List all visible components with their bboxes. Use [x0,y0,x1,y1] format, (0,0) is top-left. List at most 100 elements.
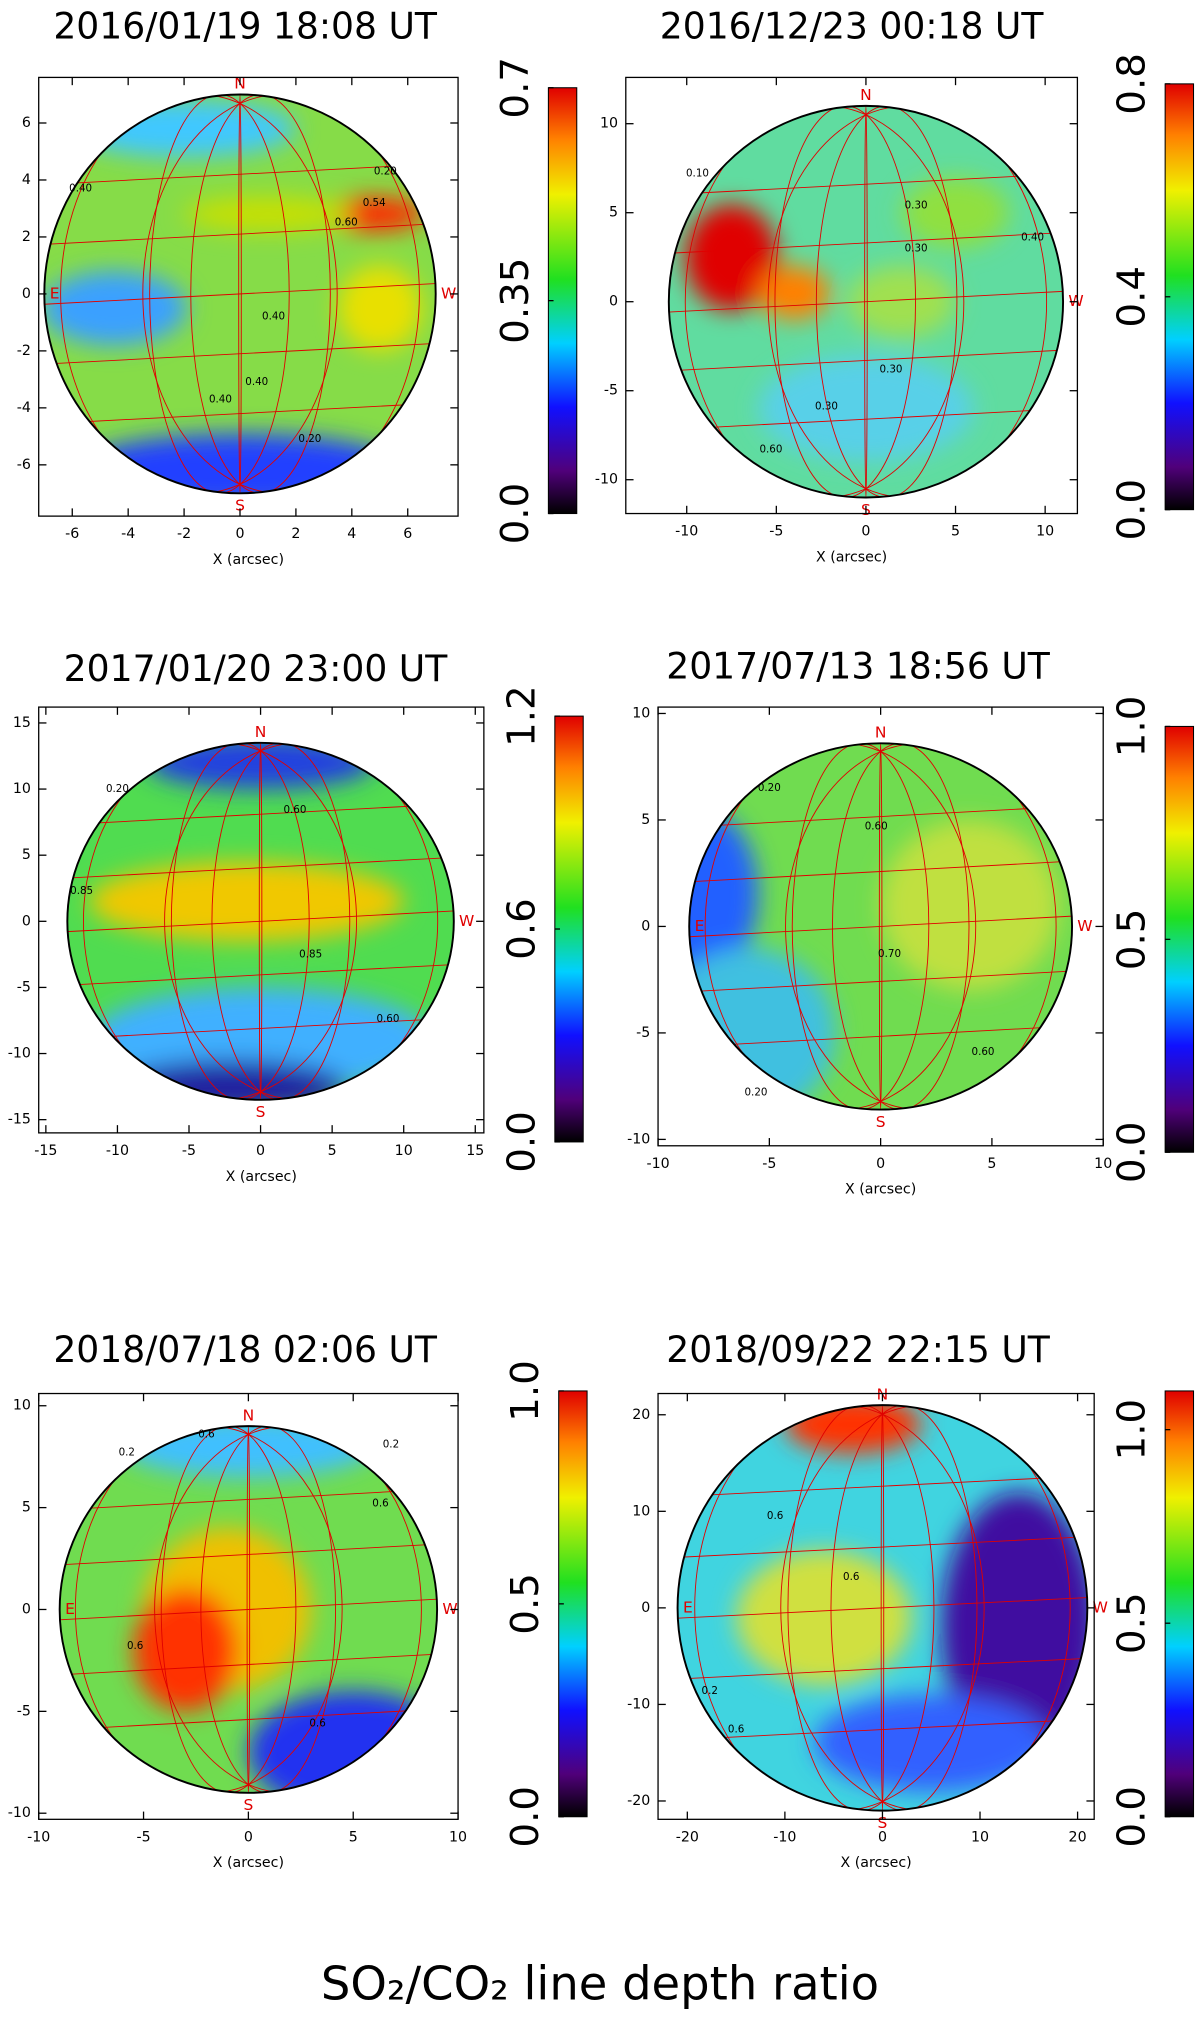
limb-label: S [878,1814,888,1832]
x-tick-label: -5 [769,524,783,540]
map-region [814,1694,1049,1792]
y-tick-label: 0 [641,1600,650,1616]
limb-label: W [442,1600,457,1618]
meridian [164,742,439,1100]
colorbar [554,715,584,1143]
parallel [44,402,436,425]
contour-label: 0.85 [299,948,322,960]
y-tick-label: 5 [609,205,618,221]
limb [58,1425,439,1794]
y-tick-label: 5 [22,847,31,863]
contour-label: 0.6 [767,1510,783,1522]
y-tick-label: 2 [22,229,31,245]
y-tick-label: 4 [22,172,31,188]
x-tick-label: 0 [235,526,244,542]
contour-label: 0.40 [245,376,268,388]
parallel [689,860,1073,883]
contour-label: 0.6 [309,1718,325,1730]
contour-label: 0.20 [106,783,129,795]
x-tick-label: 0 [861,524,870,540]
y-tick-label: 5 [22,1500,31,1516]
x-tick-label: 10 [395,1143,413,1159]
map-image [668,105,1064,498]
contour-label: 0.40 [209,393,232,405]
parallel [59,1708,438,1731]
figure-body: SO₂/CO₂ line depth ratio NSE W0.200.400.5… [8,4,1195,2011]
parallel [44,283,436,305]
limb-label: E [65,1600,75,1618]
limb-label: S [243,1796,253,1814]
map-region [689,809,759,980]
x-tick-label: 15 [466,1143,484,1159]
contour-label: 0.60 [865,820,888,832]
map-region [337,265,422,351]
contour-label: 0.20 [374,165,397,177]
y-tick-label: -10 [595,472,618,488]
parallel [677,1475,1088,1497]
x-tick-label: 20 [1069,1829,1087,1845]
x-tick-label: 10 [449,1829,467,1845]
contour-label: 0.20 [758,782,781,794]
y-tick-label: 6 [22,115,31,131]
meridian [170,742,310,1100]
meridian [74,1426,343,1793]
parallel [668,349,1064,372]
plot-frame [38,706,485,1134]
contour-label: 0.60 [376,1013,399,1025]
map-region [901,177,1010,249]
contour-label: 0.2 [119,1447,135,1459]
map-image [67,742,454,1100]
x-tick-label: -10 [773,1829,796,1845]
x-tick-label: -5 [762,1156,776,1172]
parallel [67,1017,454,1040]
x-tick-label: -5 [182,1143,196,1159]
meridian [815,105,958,498]
x-axis-label: X (arcsec) [840,1855,911,1871]
panel: NSE W0.200.400.540.600.400.400.200.402016… [17,4,578,568]
x-axis-label: X (arcsec) [213,1855,284,1871]
map-region [848,266,956,338]
limb [66,741,455,1101]
meridian [160,1426,297,1793]
y-tick-label: -20 [627,1793,650,1809]
contour-label: 0.6 [372,1498,388,1510]
map-region [736,1549,912,1686]
parallel [67,910,454,933]
colorbar-tick-label: 0.5 [1110,1592,1155,1654]
y-tick-label: 10 [13,781,31,797]
colorbar-tick-label: 0.5 [1110,909,1155,971]
x-tick-label: -10 [675,524,698,540]
limb-label: W [1077,917,1092,935]
map-image [44,94,436,494]
map-image [59,1426,438,1793]
meridian [704,743,977,1110]
x-tick-label: -5 [136,1829,150,1845]
contour-label: 0.2 [702,1685,718,1697]
contour-label: 0.6 [728,1724,744,1736]
map-region [133,1589,238,1712]
y-tick-label: 10 [632,1503,650,1519]
colorbar-tick-label: 0.0 [499,1111,544,1173]
contour-label: 0.54 [363,197,386,209]
meridian [830,1405,978,1811]
meridian [211,742,351,1100]
y-tick-label: -15 [8,1112,31,1128]
meridian [791,743,930,1110]
map-region [248,1690,438,1793]
chart-title: 2016/01/19 18:08 UT [53,4,438,47]
meridian [787,1405,935,1811]
parallel [689,970,1073,993]
map-region [758,355,974,462]
x-tick-label: -10 [646,1156,669,1172]
x-tick-label: 5 [349,1829,358,1845]
colorbar-tick-label: 0.6 [499,898,544,960]
colorbar [1164,1390,1195,1818]
parallel [677,1657,1088,1680]
limb-label: E [695,917,705,935]
parallel [44,223,436,245]
meridian [149,94,290,494]
limb-label: W [441,284,456,302]
contour-label: 0.20 [745,1087,768,1099]
colorbar-tick-label: 0.4 [1110,266,1155,328]
